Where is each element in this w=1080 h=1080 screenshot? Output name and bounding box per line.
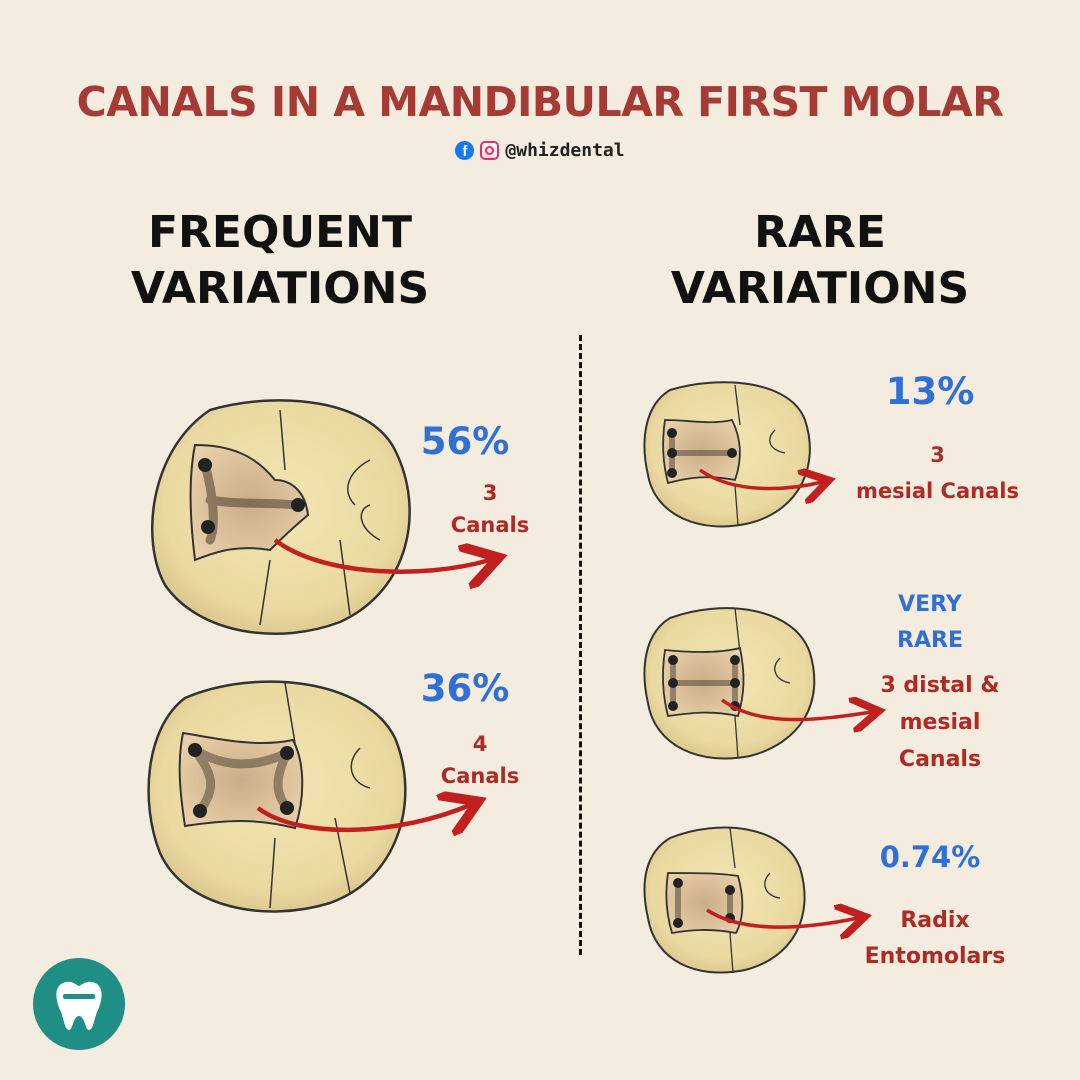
arrow-13 — [698, 470, 822, 489]
section-divider — [579, 335, 582, 955]
arrow-36 — [256, 805, 470, 830]
social-handle: @whizdental — [505, 140, 625, 161]
brand-logo — [33, 958, 125, 1050]
percent-13: 13% — [885, 370, 975, 413]
facebook-icon: f — [455, 141, 475, 160]
label-3-mesial-canals: 3 mesial Canals — [856, 443, 1019, 503]
percent-56: 56% — [420, 420, 510, 463]
label-3-canals: 3 Canals — [450, 481, 530, 537]
arrow-56 — [273, 538, 490, 572]
tooth-4-canals-illustration — [147, 680, 407, 913]
label-3-distal-mesial-canals: 3 distal & mesial Canals — [880, 673, 1000, 772]
label-radix-entomolars: Radix Entomolars — [864, 908, 1006, 969]
instagram-icon — [480, 141, 500, 160]
tooth-3-distal-mesial-canals-illustration — [643, 607, 816, 760]
frequent-heading: FREQUENT VARIATIONS — [130, 207, 430, 314]
arrow-074 — [706, 910, 858, 927]
arrow-very-rare — [720, 700, 872, 720]
tooth-logo-icon — [56, 981, 102, 1030]
social-handle-row: f @whizdental — [0, 140, 1080, 161]
label-4-canals: 4 Canals — [440, 732, 520, 788]
tooth-3-canals-illustration — [150, 399, 411, 635]
rare-heading: RARE VARIATIONS — [670, 207, 970, 314]
percent-36: 36% — [420, 667, 510, 710]
tooth-3-mesial-canals-illustration — [643, 381, 811, 528]
very-rare-tag: VERY RARE — [897, 592, 963, 653]
tooth-radix-entomolaris-illustration — [643, 826, 806, 974]
percent-074: 0.74% — [879, 840, 981, 874]
page-title: CANALS IN A MANDIBULAR FIRST MOLAR — [76, 78, 1004, 126]
